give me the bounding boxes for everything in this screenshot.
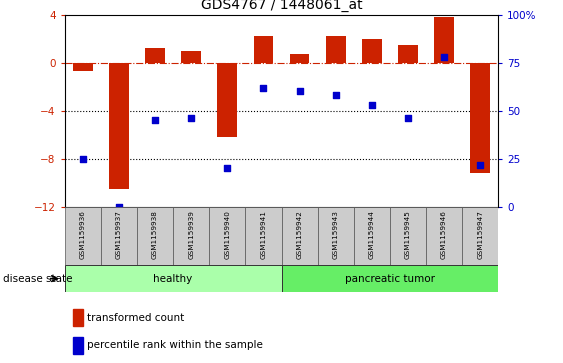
Bar bbox=[282, 265, 498, 292]
Point bbox=[404, 115, 413, 121]
Point bbox=[331, 93, 340, 98]
Text: GSM1159945: GSM1159945 bbox=[405, 210, 411, 259]
Point bbox=[78, 156, 87, 162]
Bar bbox=[73, 337, 83, 354]
Bar bbox=[462, 207, 498, 265]
Bar bbox=[253, 36, 274, 62]
Bar bbox=[217, 62, 237, 137]
Point bbox=[150, 117, 159, 123]
Bar bbox=[65, 207, 101, 265]
Point bbox=[187, 115, 196, 121]
Bar bbox=[101, 207, 137, 265]
Text: pancreatic tumor: pancreatic tumor bbox=[345, 274, 435, 284]
Point bbox=[476, 162, 485, 167]
Bar bbox=[73, 62, 93, 71]
Text: GSM1159943: GSM1159943 bbox=[333, 210, 339, 259]
Text: GSM1159942: GSM1159942 bbox=[297, 210, 302, 259]
Text: GSM1159936: GSM1159936 bbox=[80, 210, 86, 259]
Text: GSM1159940: GSM1159940 bbox=[224, 210, 230, 259]
Point bbox=[223, 166, 232, 171]
Bar bbox=[282, 207, 318, 265]
Point bbox=[295, 89, 304, 94]
Bar bbox=[181, 50, 201, 62]
Text: GSM1159941: GSM1159941 bbox=[261, 210, 266, 259]
Bar bbox=[426, 207, 462, 265]
Bar bbox=[209, 207, 245, 265]
Bar bbox=[390, 207, 426, 265]
Bar bbox=[289, 54, 310, 62]
Text: disease state: disease state bbox=[3, 274, 72, 284]
Text: GSM1159939: GSM1159939 bbox=[188, 210, 194, 259]
Bar bbox=[318, 207, 354, 265]
Bar bbox=[173, 207, 209, 265]
Bar bbox=[434, 17, 454, 62]
Text: GSM1159938: GSM1159938 bbox=[152, 210, 158, 259]
Bar bbox=[470, 62, 490, 173]
Title: GDS4767 / 1448061_at: GDS4767 / 1448061_at bbox=[200, 0, 363, 12]
Text: GSM1159937: GSM1159937 bbox=[116, 210, 122, 259]
Text: GSM1159946: GSM1159946 bbox=[441, 210, 447, 259]
Bar bbox=[145, 48, 165, 62]
Text: GSM1159947: GSM1159947 bbox=[477, 210, 483, 259]
Bar bbox=[109, 62, 129, 189]
Point bbox=[259, 85, 268, 90]
Bar bbox=[362, 38, 382, 62]
Point bbox=[440, 54, 449, 60]
Text: GSM1159944: GSM1159944 bbox=[369, 210, 375, 259]
Bar bbox=[137, 207, 173, 265]
Point bbox=[367, 102, 376, 108]
Text: percentile rank within the sample: percentile rank within the sample bbox=[87, 340, 263, 350]
Bar bbox=[65, 265, 282, 292]
Bar bbox=[326, 36, 346, 62]
Bar bbox=[73, 309, 83, 326]
Text: healthy: healthy bbox=[154, 274, 193, 284]
Bar bbox=[354, 207, 390, 265]
Bar bbox=[245, 207, 282, 265]
Bar bbox=[398, 45, 418, 62]
Text: transformed count: transformed count bbox=[87, 313, 185, 323]
Point bbox=[114, 204, 123, 210]
